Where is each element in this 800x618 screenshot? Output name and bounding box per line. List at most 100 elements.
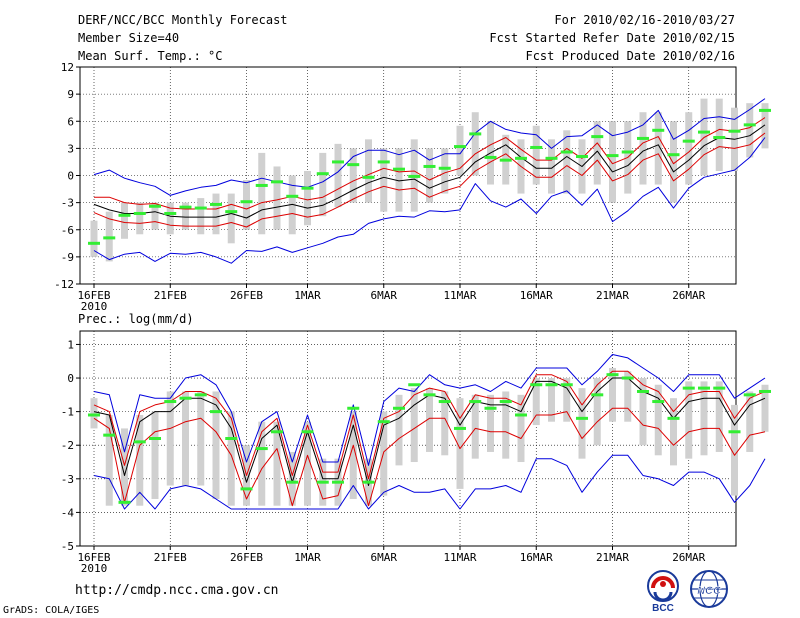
precip-ytick-label: 1 xyxy=(67,338,74,351)
temp-green-mark xyxy=(103,236,116,240)
temp-spread-box xyxy=(563,130,571,194)
precip-spread-box xyxy=(563,378,571,422)
temp-green-mark xyxy=(347,163,360,167)
precip-frame xyxy=(79,330,737,547)
grads-credit: GrADS: COLA/IGES xyxy=(3,605,100,616)
precip-spread-box xyxy=(532,378,540,426)
precip-spread-box xyxy=(182,391,189,486)
temp-spread-box xyxy=(349,148,357,203)
temp-green-mark xyxy=(621,150,634,154)
precip-green-mark xyxy=(118,500,131,504)
precip-xtick-label: 21FEB xyxy=(154,551,187,564)
precip-spread-box xyxy=(288,451,296,506)
temp-spread-box xyxy=(334,143,342,208)
precip-green-mark xyxy=(377,420,390,424)
temp-green-mark xyxy=(454,145,466,149)
temp-line-lower-blue xyxy=(93,137,766,264)
precip-spread-box xyxy=(151,411,159,499)
temp-xtick-label: 21FEB xyxy=(154,289,187,302)
precip-xtick-label: 6MAR xyxy=(371,551,398,564)
precip-spread-box xyxy=(212,391,220,499)
precip-green-mark xyxy=(286,480,299,484)
precip-green-mark xyxy=(88,413,100,417)
temp-spread-box xyxy=(441,148,449,194)
temp-line-lower-red xyxy=(93,132,766,228)
temp-spread-box xyxy=(319,152,327,217)
temp-green-mark xyxy=(393,167,405,171)
temp-green-mark xyxy=(560,150,573,154)
temp-spread-box xyxy=(166,202,174,235)
precip-spread-box xyxy=(349,411,357,499)
temp-spread-box xyxy=(395,148,403,212)
temp-spread-box xyxy=(471,112,479,176)
precip-green-mark xyxy=(164,400,177,404)
precip-line-lower-red xyxy=(93,407,766,507)
precip-spread-box xyxy=(731,404,738,496)
precip-spread-box xyxy=(471,394,479,459)
precip-spread-box xyxy=(746,391,754,452)
temp-green-mark xyxy=(743,123,756,127)
precip-green-mark xyxy=(103,433,116,437)
temp-xtick-label: 26MAR xyxy=(672,289,705,302)
precip-spread-box xyxy=(426,388,433,452)
temp-green-mark xyxy=(515,156,527,160)
precip-green-mark xyxy=(606,373,619,377)
temp-green-mark xyxy=(728,129,741,133)
precip-green-mark xyxy=(728,430,741,434)
temp-ytick-label: 12 xyxy=(61,61,74,74)
temp-green-mark xyxy=(118,213,131,217)
precip-spread-box xyxy=(227,411,235,506)
produced-date: Fcst Produced Date 2010/02/16 xyxy=(525,49,735,63)
temp-green-mark xyxy=(225,210,238,214)
temp-spread-box xyxy=(197,198,205,235)
temp-line-ensemble-mean xyxy=(93,124,766,219)
precip-green-mark xyxy=(682,386,695,390)
temp-spread-box xyxy=(136,202,144,235)
temp-green-mark xyxy=(301,186,314,190)
temp-spread-box xyxy=(654,112,662,185)
temp-green-mark xyxy=(255,183,268,187)
precip-green-mark xyxy=(667,416,680,420)
precip-green-mark xyxy=(225,437,238,440)
precip-green-mark xyxy=(759,389,771,393)
precip-green-mark xyxy=(621,376,634,380)
bcc-logo-text: BCC xyxy=(652,603,674,614)
precip-green-mark xyxy=(530,383,543,387)
precip-green-mark xyxy=(210,410,222,414)
precip-green-mark xyxy=(545,383,558,387)
precip-spread-box xyxy=(258,421,266,506)
temp-green-mark xyxy=(332,160,344,164)
precip-green-mark xyxy=(698,386,710,390)
temp-green-mark xyxy=(759,108,771,112)
temp-ytick-label: -12 xyxy=(54,278,74,291)
temp-green-mark xyxy=(133,211,146,215)
temp-spread-box xyxy=(304,170,311,226)
precip-spread-box xyxy=(593,378,601,446)
temp-green-mark xyxy=(240,200,253,204)
precip-spread-box xyxy=(410,388,418,463)
temp-green-mark xyxy=(499,158,512,162)
temp-green-mark xyxy=(423,164,436,168)
temp-spread-box xyxy=(593,121,601,185)
temp-green-mark xyxy=(545,156,558,160)
temp-green-mark xyxy=(88,241,100,245)
ncc-logo-text: NCC xyxy=(697,585,722,597)
temp-spread-box xyxy=(380,148,388,212)
precip-spread-box xyxy=(456,398,464,489)
temp-spread-box xyxy=(715,98,723,171)
temp-spread-box xyxy=(227,193,235,244)
precip-spread-box xyxy=(273,421,281,506)
precip-line-upper-blue xyxy=(93,354,766,466)
precip-green-mark xyxy=(393,406,405,410)
temp-line-upper-blue xyxy=(93,98,766,196)
temp-spread-box xyxy=(243,180,250,230)
precip-spread-box xyxy=(90,398,98,429)
precip-ytick-label: -1 xyxy=(61,406,74,419)
precip-spread-box xyxy=(502,391,510,459)
temp-xtick-label: 21MAR xyxy=(596,289,629,302)
temp-spread-box xyxy=(746,103,754,158)
footer-url[interactable]: http://cmdp.ncc.cma.gov.cn xyxy=(75,583,279,598)
precip-spread-box xyxy=(517,394,525,463)
temp-spread-box xyxy=(609,121,616,203)
temp-spread-box xyxy=(532,125,540,185)
